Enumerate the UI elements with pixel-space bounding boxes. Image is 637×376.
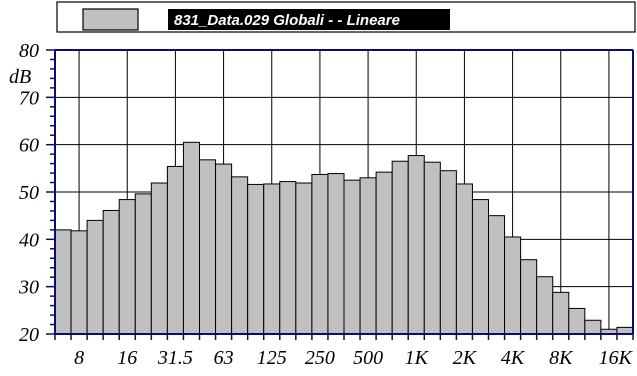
x-axis-tick-labels: 8 16 31.5 63 125 250 500 1K 2K 4K 8K 16K	[74, 347, 634, 369]
x-tick-label: 500	[353, 347, 383, 369]
bar	[423, 161, 441, 335]
bar	[520, 259, 538, 335]
x-tick-label: 8	[74, 347, 84, 369]
bar	[199, 159, 217, 335]
bar	[118, 199, 136, 335]
bar	[54, 229, 72, 335]
bar	[150, 182, 168, 335]
x-tick-label: 1K	[405, 347, 430, 369]
x-tick-label: 16K	[599, 347, 634, 369]
bar	[536, 276, 554, 335]
bar	[134, 193, 152, 335]
y-tick-label: 80	[19, 40, 39, 62]
bars	[54, 141, 634, 335]
bar	[311, 173, 329, 335]
legend: 831_Data.029 Globali - - Lineare	[56, 1, 636, 33]
bar	[231, 176, 249, 335]
y-axis-label: dB	[9, 66, 31, 88]
bar	[455, 183, 473, 335]
bar	[247, 183, 265, 335]
bar	[166, 165, 184, 335]
x-tick-label: 4K	[501, 347, 526, 369]
y-axis-tick-labels: 20 30 40 50 60 70 80	[18, 40, 39, 346]
bar	[391, 160, 409, 335]
bar	[279, 181, 297, 335]
x-tick-label: 63	[214, 347, 234, 369]
legend-swatch	[82, 8, 139, 31]
x-tick-label: 16	[117, 347, 137, 369]
bar	[343, 179, 361, 335]
bar	[86, 219, 104, 335]
bar	[584, 319, 602, 335]
bar	[182, 141, 200, 335]
bar	[471, 199, 490, 335]
x-tick-label: 8K	[549, 347, 574, 369]
y-tick-label: 40	[19, 229, 39, 251]
y-tick-label: 50	[19, 182, 39, 204]
legend-label-background	[168, 9, 450, 30]
bar	[488, 215, 506, 335]
bar	[504, 236, 522, 335]
bar	[102, 209, 120, 335]
y-tick-label: 20	[19, 324, 39, 346]
bar	[215, 163, 233, 335]
bar	[375, 171, 393, 335]
legend-label: 831_Data.029 Globali - - Lineare	[174, 12, 400, 29]
x-tick-label: 31.5	[157, 347, 193, 369]
y-tick-label: 60	[19, 135, 39, 157]
bar	[407, 155, 425, 335]
bar	[70, 230, 88, 335]
x-tick-label: 250	[305, 347, 335, 369]
bar	[568, 307, 586, 335]
x-tick-label: 125	[257, 347, 287, 369]
y-tick-label: 30	[18, 277, 39, 299]
bar	[552, 291, 570, 335]
bar	[439, 170, 457, 335]
bar	[263, 183, 281, 335]
y-tick-label: 70	[19, 87, 39, 109]
x-tick-label: 2K	[453, 347, 478, 369]
bar	[295, 182, 313, 335]
bar	[327, 173, 345, 335]
bar	[359, 177, 377, 335]
axes	[46, 49, 634, 340]
